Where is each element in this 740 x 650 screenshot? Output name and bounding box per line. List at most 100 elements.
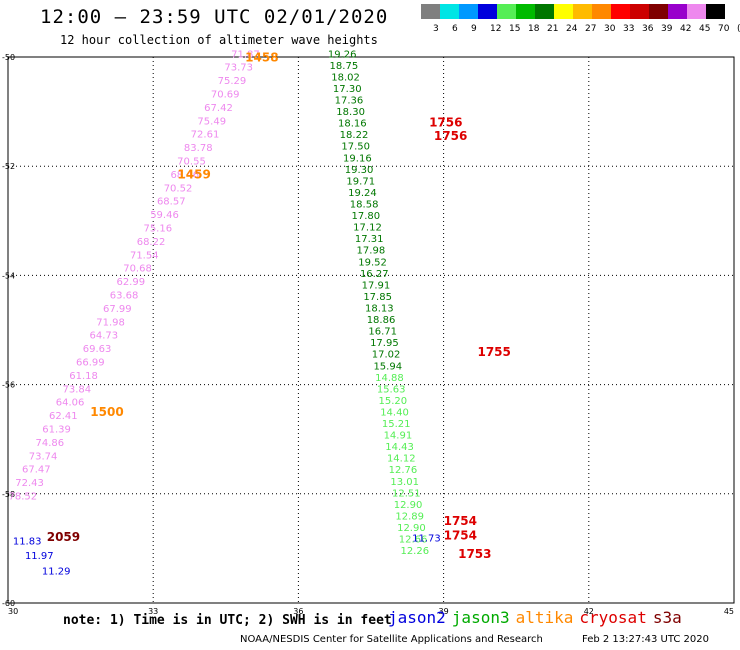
y-tick-label: -50 xyxy=(2,53,15,62)
jason3-wave-height: 12.76 xyxy=(389,465,418,476)
altika-wave-height: 75.49 xyxy=(197,116,226,127)
jason3-wave-height: 14.91 xyxy=(384,431,413,442)
altika-wave-height: 70.68 xyxy=(123,264,152,275)
colorbar-label: 24 xyxy=(566,24,578,34)
jason3-wave-height: 16.27 xyxy=(360,269,389,280)
altika-wave-height: 67.42 xyxy=(204,103,233,114)
altika-wave-height: 72.61 xyxy=(191,130,220,141)
pass-time-label: 1458 xyxy=(245,51,278,65)
jason2-wave-height: 11.97 xyxy=(25,551,54,562)
jason3-wave-height: 18.02 xyxy=(331,72,360,83)
altika-wave-height: 68.22 xyxy=(137,237,166,248)
map-frame xyxy=(7,56,735,604)
jason3-wave-height: 19.24 xyxy=(348,188,377,199)
jason3-wave-height: 19.16 xyxy=(343,153,372,164)
jason2-wave-height: 11.73 xyxy=(412,534,441,545)
colorbar-label: 3 xyxy=(433,24,439,34)
colorbar-label: 30 xyxy=(604,24,616,34)
colorbar-swatch xyxy=(459,4,478,19)
colorbar-label: 6 xyxy=(452,24,458,34)
altika-wave-height: 63.68 xyxy=(110,291,139,302)
legend-jason3: jason3 xyxy=(451,608,510,627)
altika-wave-height: 75.16 xyxy=(143,223,172,234)
x-tick-label: 36 xyxy=(293,607,303,616)
x-tick-label: 39 xyxy=(439,607,449,616)
colorbar-swatch xyxy=(535,4,554,19)
pass-time-label: 1500 xyxy=(90,405,123,419)
jason3-wave-height: 18.16 xyxy=(338,119,367,130)
y-tick-label: -58 xyxy=(2,490,15,499)
jason3-wave-height: 12.90 xyxy=(397,523,426,534)
colorbar-swatch xyxy=(497,4,516,19)
jason3-wave-height: 12.89 xyxy=(395,511,424,522)
jason3-wave-height: 17.85 xyxy=(363,292,392,303)
colorbar-swatch xyxy=(592,4,611,19)
colorbar-swatch xyxy=(554,4,573,19)
colorbar-swatch xyxy=(440,4,459,19)
jason2-wave-height: 11.83 xyxy=(13,536,42,547)
jason3-wave-height: 18.13 xyxy=(365,303,394,314)
jason3-wave-height: 12.90 xyxy=(394,500,423,511)
jason3-wave-height: 17.31 xyxy=(355,234,384,245)
altika-wave-height: 73.74 xyxy=(29,451,58,462)
colorbar-swatch xyxy=(478,4,497,19)
jason3-wave-height: 15.20 xyxy=(379,396,408,407)
jason3-wave-height: 19.52 xyxy=(358,257,387,268)
colorbar-label: 42 xyxy=(680,24,692,34)
jason3-wave-height: 13.01 xyxy=(390,477,419,488)
legend-jason2: jason2 xyxy=(388,608,446,627)
altika-wave-height: 68.57 xyxy=(157,197,186,208)
colorbar-swatch xyxy=(649,4,668,19)
colorbar-swatch xyxy=(668,4,687,19)
altika-wave-height: 83.78 xyxy=(184,143,213,154)
colorbar-swatch xyxy=(573,4,592,19)
pass-time-label: 1754 xyxy=(444,514,477,528)
jason3-wave-height: 12.66 xyxy=(399,535,428,546)
y-tick-label: -54 xyxy=(2,271,15,280)
y-tick-label: -52 xyxy=(2,162,15,171)
jason3-wave-height: 12.51 xyxy=(392,488,421,499)
altika-wave-height: 67.99 xyxy=(103,304,132,315)
jason3-wave-height: 18.75 xyxy=(330,61,359,72)
altika-wave-height: 71.98 xyxy=(96,317,125,328)
colorbar-label: 9 xyxy=(471,24,477,34)
jason3-wave-height: 17.36 xyxy=(335,95,364,106)
x-tick-label: 33 xyxy=(148,607,158,616)
x-tick-label: 30 xyxy=(8,607,18,616)
legend-s3a: s3a xyxy=(652,608,682,627)
jason3-wave-height: 17.12 xyxy=(353,223,382,234)
altika-wave-height: 78.52 xyxy=(9,492,38,503)
satellite-legend: jason2 jason3 altika cryosat s3a xyxy=(388,608,688,627)
pass-time-label: 1753 xyxy=(458,547,491,561)
jason3-wave-height: 12.26 xyxy=(400,546,429,557)
altika-wave-height: 68.46 xyxy=(170,170,199,181)
altika-wave-height: 64.06 xyxy=(56,398,85,409)
colorbar-swatch xyxy=(706,4,725,19)
altika-wave-height: 64.73 xyxy=(89,331,118,342)
colorbar-swatch xyxy=(516,4,535,19)
jason3-wave-height: 14.12 xyxy=(387,454,416,465)
colorbar-swatch xyxy=(611,4,630,19)
altika-wave-height: 73.73 xyxy=(224,63,253,74)
colorbar-label: 70 xyxy=(718,24,730,34)
map-title: 12:00 – 23:59 UTC 02/01/2020 xyxy=(40,6,389,28)
jason3-wave-height: 17.95 xyxy=(370,338,399,349)
jason3-wave-height: 17.02 xyxy=(372,350,401,361)
jason3-wave-height: 15.21 xyxy=(382,419,411,430)
footer-timestamp: Feb 2 13:27:43 UTC 2020 xyxy=(582,634,709,645)
altika-wave-height: 66.99 xyxy=(76,358,105,369)
jason3-wave-height: 18.86 xyxy=(367,315,396,326)
altika-wave-height: 59.46 xyxy=(150,210,179,221)
colorbar-label: 18 xyxy=(528,24,540,34)
colorbar-swatch xyxy=(630,4,649,19)
colorbar-label: 36 xyxy=(642,24,654,34)
colorbar-label: 33 xyxy=(623,24,635,34)
jason3-wave-height: 17.80 xyxy=(351,211,380,222)
jason3-wave-height: 14.43 xyxy=(385,442,414,453)
colorbar-label: (ft) xyxy=(737,24,740,34)
note-text: note: 1) Time is in UTC; 2) SWH is in fe… xyxy=(63,613,392,628)
pass-time-label: 1755 xyxy=(477,345,510,359)
colorbar-label: 15 xyxy=(509,24,521,34)
legend-altika: altika xyxy=(515,608,574,627)
jason3-wave-height: 17.30 xyxy=(333,84,362,95)
